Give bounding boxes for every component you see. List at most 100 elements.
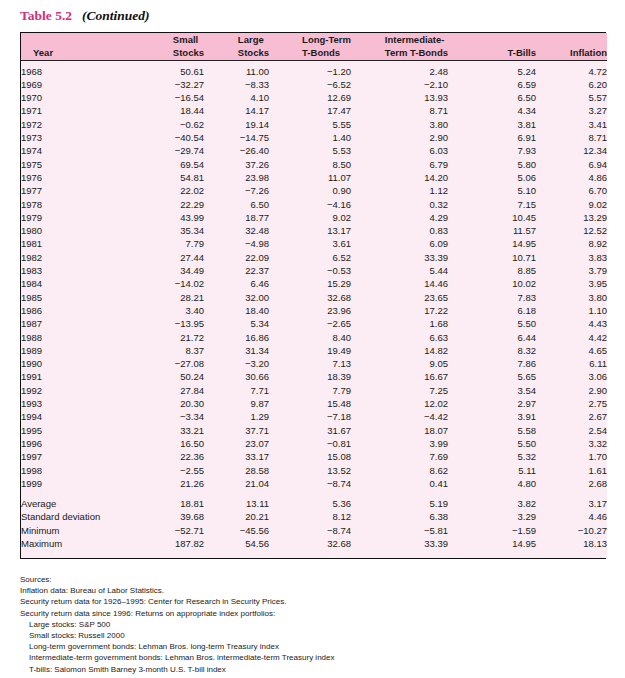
column-header-label: Year [33,46,53,59]
value-cell: 14.46 [351,277,448,290]
row-label-cell: 1984 [21,277,156,290]
column-header-label: Long-TermT-Bonds [302,33,351,60]
value-cell: 16.50 [156,437,204,450]
value-cell: 7.79 [156,237,204,250]
value-cell: 18.40 [204,304,269,317]
value-cell: −40.54 [156,131,204,144]
table-row: 1998−2.5528.5813.528.625.111.61 [21,464,607,477]
value-cell: 3.83 [536,251,607,264]
footnote-lines: Inflation data: Bureau of Labor Statisti… [20,585,334,675]
footnote-line: Small stocks: Russell 2000 [20,630,334,641]
value-cell: −7.18 [269,410,351,423]
value-cell: −8.74 [269,524,351,537]
row-label-cell: 1988 [21,331,156,344]
data-table-container: YearSmallStocksLargeStocksLong-TermT-Bon… [20,32,606,559]
value-cell: −2.55 [156,464,204,477]
value-cell: 9.02 [269,211,351,224]
value-cell: −1.59 [448,524,536,537]
value-cell: 12.69 [269,91,351,104]
value-cell: 6.03 [351,144,448,157]
value-cell: 18.13 [536,537,607,558]
value-cell: 12.34 [536,144,607,157]
value-cell: 15.08 [269,450,351,463]
value-cell: 22.29 [156,198,204,211]
value-cell: 5.50 [448,437,536,450]
row-label-cell: 1969 [21,78,156,91]
value-cell: 18.44 [156,104,204,117]
value-cell: 22.36 [156,450,204,463]
value-cell: 5.44 [351,264,448,277]
table-row: 197654.8123.9811.0714.205.064.86 [21,171,607,184]
value-cell: 33.17 [204,450,269,463]
value-cell: 8.71 [536,131,607,144]
value-cell: 6.70 [536,184,607,197]
value-cell: 1.12 [351,184,448,197]
value-cell: 21.72 [156,331,204,344]
value-cell: −14.75 [204,131,269,144]
value-cell: 3.40 [156,304,204,317]
value-cell: −32.27 [156,78,204,91]
value-cell: 2.48 [351,60,448,78]
value-cell: −4.16 [269,198,351,211]
value-cell: −27.08 [156,357,204,370]
row-label-cell: 1985 [21,291,156,304]
row-label-cell: 1977 [21,184,156,197]
table-continued-note: (Continued) [82,8,150,23]
value-cell: 31.34 [204,344,269,357]
value-cell: 16.86 [204,331,269,344]
row-label-cell: 1978 [21,198,156,211]
table-row: 1973−40.54−14.751.402.906.918.71 [21,131,607,144]
row-label-cell: 1997 [21,450,156,463]
value-cell: 15.29 [269,277,351,290]
value-cell: 11.07 [269,171,351,184]
row-label-cell: 1972 [21,118,156,131]
column-header-label: Intermediate-Term T-Bonds [385,33,448,60]
value-cell: 3.79 [536,264,607,277]
value-cell: 3.61 [269,237,351,250]
value-cell: 39.68 [156,510,204,523]
value-cell: 8.62 [351,464,448,477]
row-label-cell: 1986 [21,304,156,317]
footnote-line: Intermediate-term government bonds: Lehm… [20,652,334,663]
value-cell: 13.29 [536,211,607,224]
value-cell: −6.52 [269,78,351,91]
value-cell: 37.71 [204,424,269,437]
value-cell: 54.81 [156,171,204,184]
value-cell: 11.57 [448,224,536,237]
value-cell: 9.05 [351,357,448,370]
value-cell: 2.68 [536,477,607,490]
value-cell: 0.41 [351,477,448,490]
value-cell: 28.58 [204,464,269,477]
header-row: YearSmallStocksLargeStocksLong-TermT-Bon… [21,33,607,60]
value-cell: 21.26 [156,477,204,490]
table-row: 199227.847.717.797.253.542.90 [21,384,607,397]
row-label-cell: 1968 [21,60,156,78]
value-cell: 0.90 [269,184,351,197]
value-cell: 6.38 [351,510,448,523]
value-cell: 22.02 [156,184,204,197]
row-label-cell: 1993 [21,397,156,410]
value-cell: −0.81 [269,437,351,450]
summary-row: Minimum−52.71−45.56−8.74−5.81−1.59−10.27 [21,524,607,537]
column-header-label: T-Bills [507,46,536,59]
value-cell: 14.20 [351,171,448,184]
value-cell: 2.67 [536,410,607,423]
value-cell: 31.67 [269,424,351,437]
value-cell: 21.04 [204,477,269,490]
value-cell: −8.33 [204,78,269,91]
column-header-label: LargeStocks [238,33,269,60]
value-cell: 2.90 [351,131,448,144]
footnotes: Sources: Inflation data: Bureau of Labor… [20,574,334,675]
table-row: 19863.4018.4023.9617.226.181.10 [21,304,607,317]
value-cell: 187.82 [156,537,204,558]
value-cell: 4.72 [536,60,607,78]
value-cell: 5.19 [351,497,448,510]
value-cell: 43.99 [156,211,204,224]
value-cell: 34.49 [156,264,204,277]
value-cell: 19.14 [204,118,269,131]
value-cell: 5.50 [448,317,536,330]
value-cell: 3.17 [536,497,607,510]
value-cell: −3.20 [204,357,269,370]
value-cell: 8.71 [351,104,448,117]
value-cell: 18.77 [204,211,269,224]
